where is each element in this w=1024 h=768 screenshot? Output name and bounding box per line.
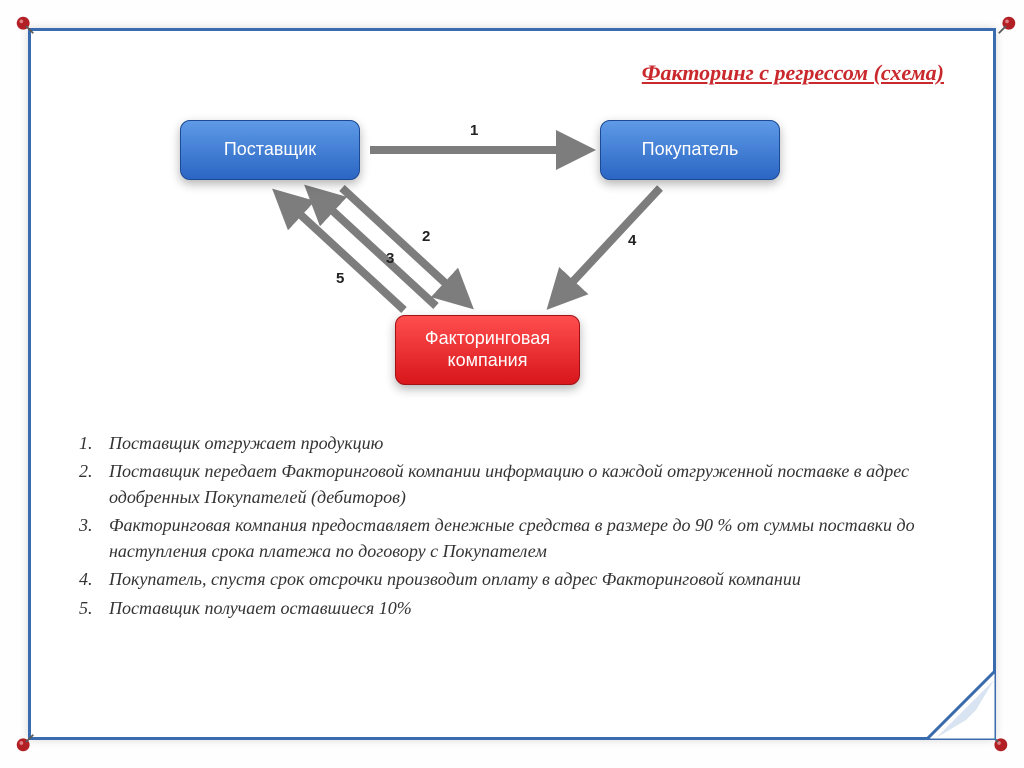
legend-list: Поставщик отгружает продукциюПоставщик п… bbox=[75, 430, 934, 623]
arrow-label-a2: 2 bbox=[422, 228, 430, 245]
arrow-label-a5: 5 bbox=[336, 270, 344, 287]
arrow-a3 bbox=[310, 190, 436, 306]
pushpin-icon bbox=[996, 14, 1018, 36]
legend-item-2: Поставщик передает Факторинговой компани… bbox=[75, 458, 934, 510]
legend-item-3: Факторинговая компания предоставляет ден… bbox=[75, 512, 934, 564]
arrow-label-a1: 1 bbox=[470, 122, 478, 139]
node-factor: Факторинговая компания bbox=[395, 315, 580, 385]
page-curl-icon bbox=[926, 670, 996, 740]
arrow-label-a3: 3 bbox=[386, 250, 394, 267]
arrow-a2 bbox=[342, 188, 468, 304]
pushpin-icon bbox=[14, 732, 36, 754]
flowchart: Поставщик Покупатель Факторинговая компани… bbox=[120, 110, 880, 400]
node-supplier: Поставщик bbox=[180, 120, 360, 180]
node-buyer: Покупатель bbox=[600, 120, 780, 180]
arrow-label-a4: 4 bbox=[628, 232, 636, 249]
legend-item-5: Поставщик получает оставшиеся 10% bbox=[75, 595, 934, 621]
pushpin-icon bbox=[14, 14, 36, 36]
slide-title: Факторинг с регрессом (схема) bbox=[642, 60, 944, 86]
arrow-a4 bbox=[552, 188, 660, 304]
legend-item-1: Поставщик отгружает продукцию bbox=[75, 430, 934, 456]
legend-item-4: Покупатель, спустя срок отсрочки произво… bbox=[75, 566, 934, 592]
